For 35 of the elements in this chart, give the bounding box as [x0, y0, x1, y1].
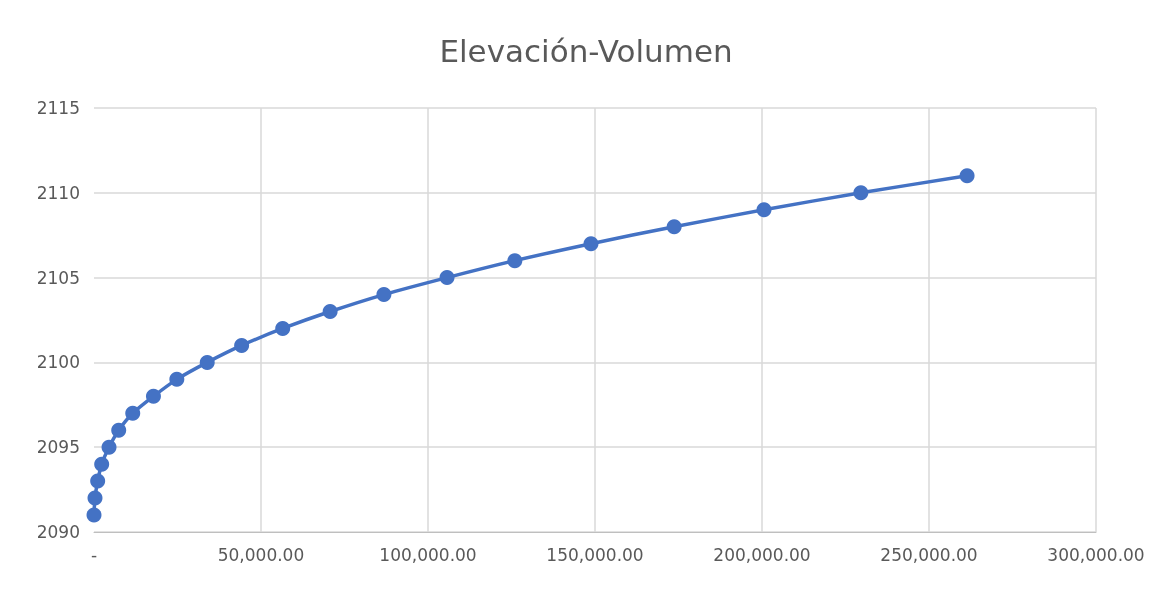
point	[199, 354, 215, 370]
point	[376, 287, 392, 303]
x-tick-label: 100,000.00	[379, 544, 477, 565]
point	[583, 236, 599, 252]
point	[169, 371, 185, 387]
point	[111, 422, 127, 438]
y-tick-label: 2090	[36, 522, 80, 542]
point	[90, 473, 106, 489]
point	[275, 320, 291, 336]
x-tick-label: 150,000.00	[546, 544, 644, 565]
y-tick-label: 2110	[36, 182, 80, 203]
point	[86, 507, 102, 523]
point	[756, 202, 772, 218]
point	[853, 185, 869, 201]
point	[87, 490, 103, 506]
x-tick-label: 250,000.00	[880, 544, 978, 565]
y-tick-label: 2105	[36, 267, 80, 288]
chart-title: Elevación-Volumen	[439, 32, 733, 69]
x-tick-label: 200,000.00	[713, 544, 811, 565]
point	[234, 337, 250, 353]
y-tick-label: 2100	[36, 352, 80, 373]
x-tick-label: 50,000.00	[217, 544, 305, 565]
y-tick-label: 2115	[36, 98, 80, 118]
point	[666, 219, 682, 235]
x-tick-label: -	[90, 544, 98, 565]
point	[101, 439, 117, 455]
x-tick-label: 300,000.00	[1047, 544, 1145, 565]
point	[959, 168, 975, 184]
point	[94, 456, 110, 472]
y-tick-label: 2095	[36, 437, 80, 458]
point	[507, 253, 523, 269]
point	[322, 304, 338, 320]
point	[145, 388, 161, 404]
point	[125, 405, 141, 421]
point	[439, 270, 455, 286]
